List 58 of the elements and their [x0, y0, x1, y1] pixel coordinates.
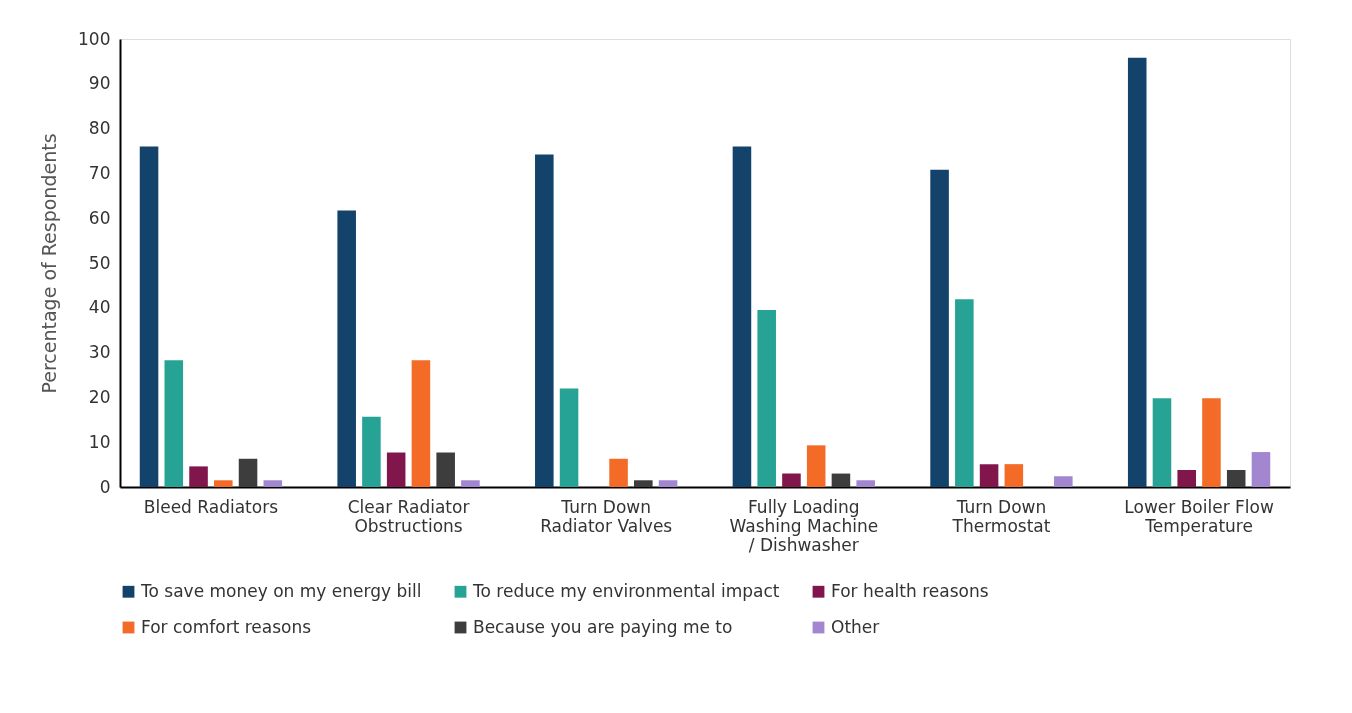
legend-label: For health reasons: [831, 580, 989, 601]
bar: [411, 360, 431, 487]
y-tick-label: 60: [88, 207, 111, 228]
legend-label: Other: [831, 616, 880, 637]
bar: [238, 458, 258, 487]
bar: [139, 146, 159, 487]
y-tick-label: 80: [88, 118, 111, 139]
y-tick-label: 0: [99, 476, 111, 497]
bar: [782, 473, 801, 487]
legend-label: To reduce my environmental impact: [472, 580, 780, 601]
legend-label: Because you are paying me to: [473, 616, 733, 637]
bar: [658, 480, 678, 487]
y-tick-label: 70: [88, 162, 111, 183]
x-tick-label: Turn Down Thermostat: [951, 496, 1051, 536]
y-tick-label: 30: [88, 342, 111, 363]
bar: [1152, 398, 1172, 487]
y-tick-label: 10: [88, 431, 111, 452]
y-tick-label: 40: [88, 297, 111, 318]
x-tick-label: Bleed Radiators: [143, 496, 279, 517]
bar: [1177, 469, 1196, 487]
y-tick-label: 20: [88, 386, 111, 407]
x-tick-label: Clear Radiator Obstructions: [347, 496, 470, 536]
legend-label: For comfort reasons: [141, 616, 312, 637]
bar: [979, 464, 999, 487]
bar: [1127, 57, 1147, 487]
bar: [461, 480, 480, 487]
bar: [609, 458, 628, 487]
bar: [1054, 476, 1073, 487]
bar: [1226, 469, 1246, 487]
bar: [535, 154, 554, 487]
bar: [1202, 398, 1221, 487]
bar: [214, 480, 233, 487]
y-axis-title: Percentage of Respondents: [38, 133, 61, 394]
bar: [1251, 452, 1271, 487]
x-tick-label: Fully Loading Washing Machine / Dishwasher: [729, 496, 879, 555]
legend-label: To save money on my energy bill: [140, 580, 422, 601]
bar: [386, 452, 406, 487]
bar: [1004, 464, 1024, 487]
bar: [164, 360, 184, 487]
bar: [930, 169, 949, 487]
x-tick-label: Lower Boiler Flow Temperature: [1124, 496, 1274, 536]
bar: [856, 480, 875, 487]
bar: [559, 388, 579, 487]
bar: [806, 445, 826, 487]
bar: [757, 310, 776, 487]
bar: [337, 210, 356, 487]
y-tick-label: 90: [88, 73, 111, 94]
bar: [362, 416, 381, 487]
bar: [634, 480, 653, 487]
bar: [436, 452, 455, 487]
x-tick-label: Turn Down Radiator Valves: [540, 496, 673, 536]
bar: [831, 473, 851, 487]
y-tick-label: 50: [88, 252, 111, 273]
bar: [189, 466, 208, 487]
bar: [955, 299, 974, 487]
y-tick-label: 100: [78, 28, 111, 49]
bar: [732, 146, 752, 487]
bar: [263, 480, 283, 487]
